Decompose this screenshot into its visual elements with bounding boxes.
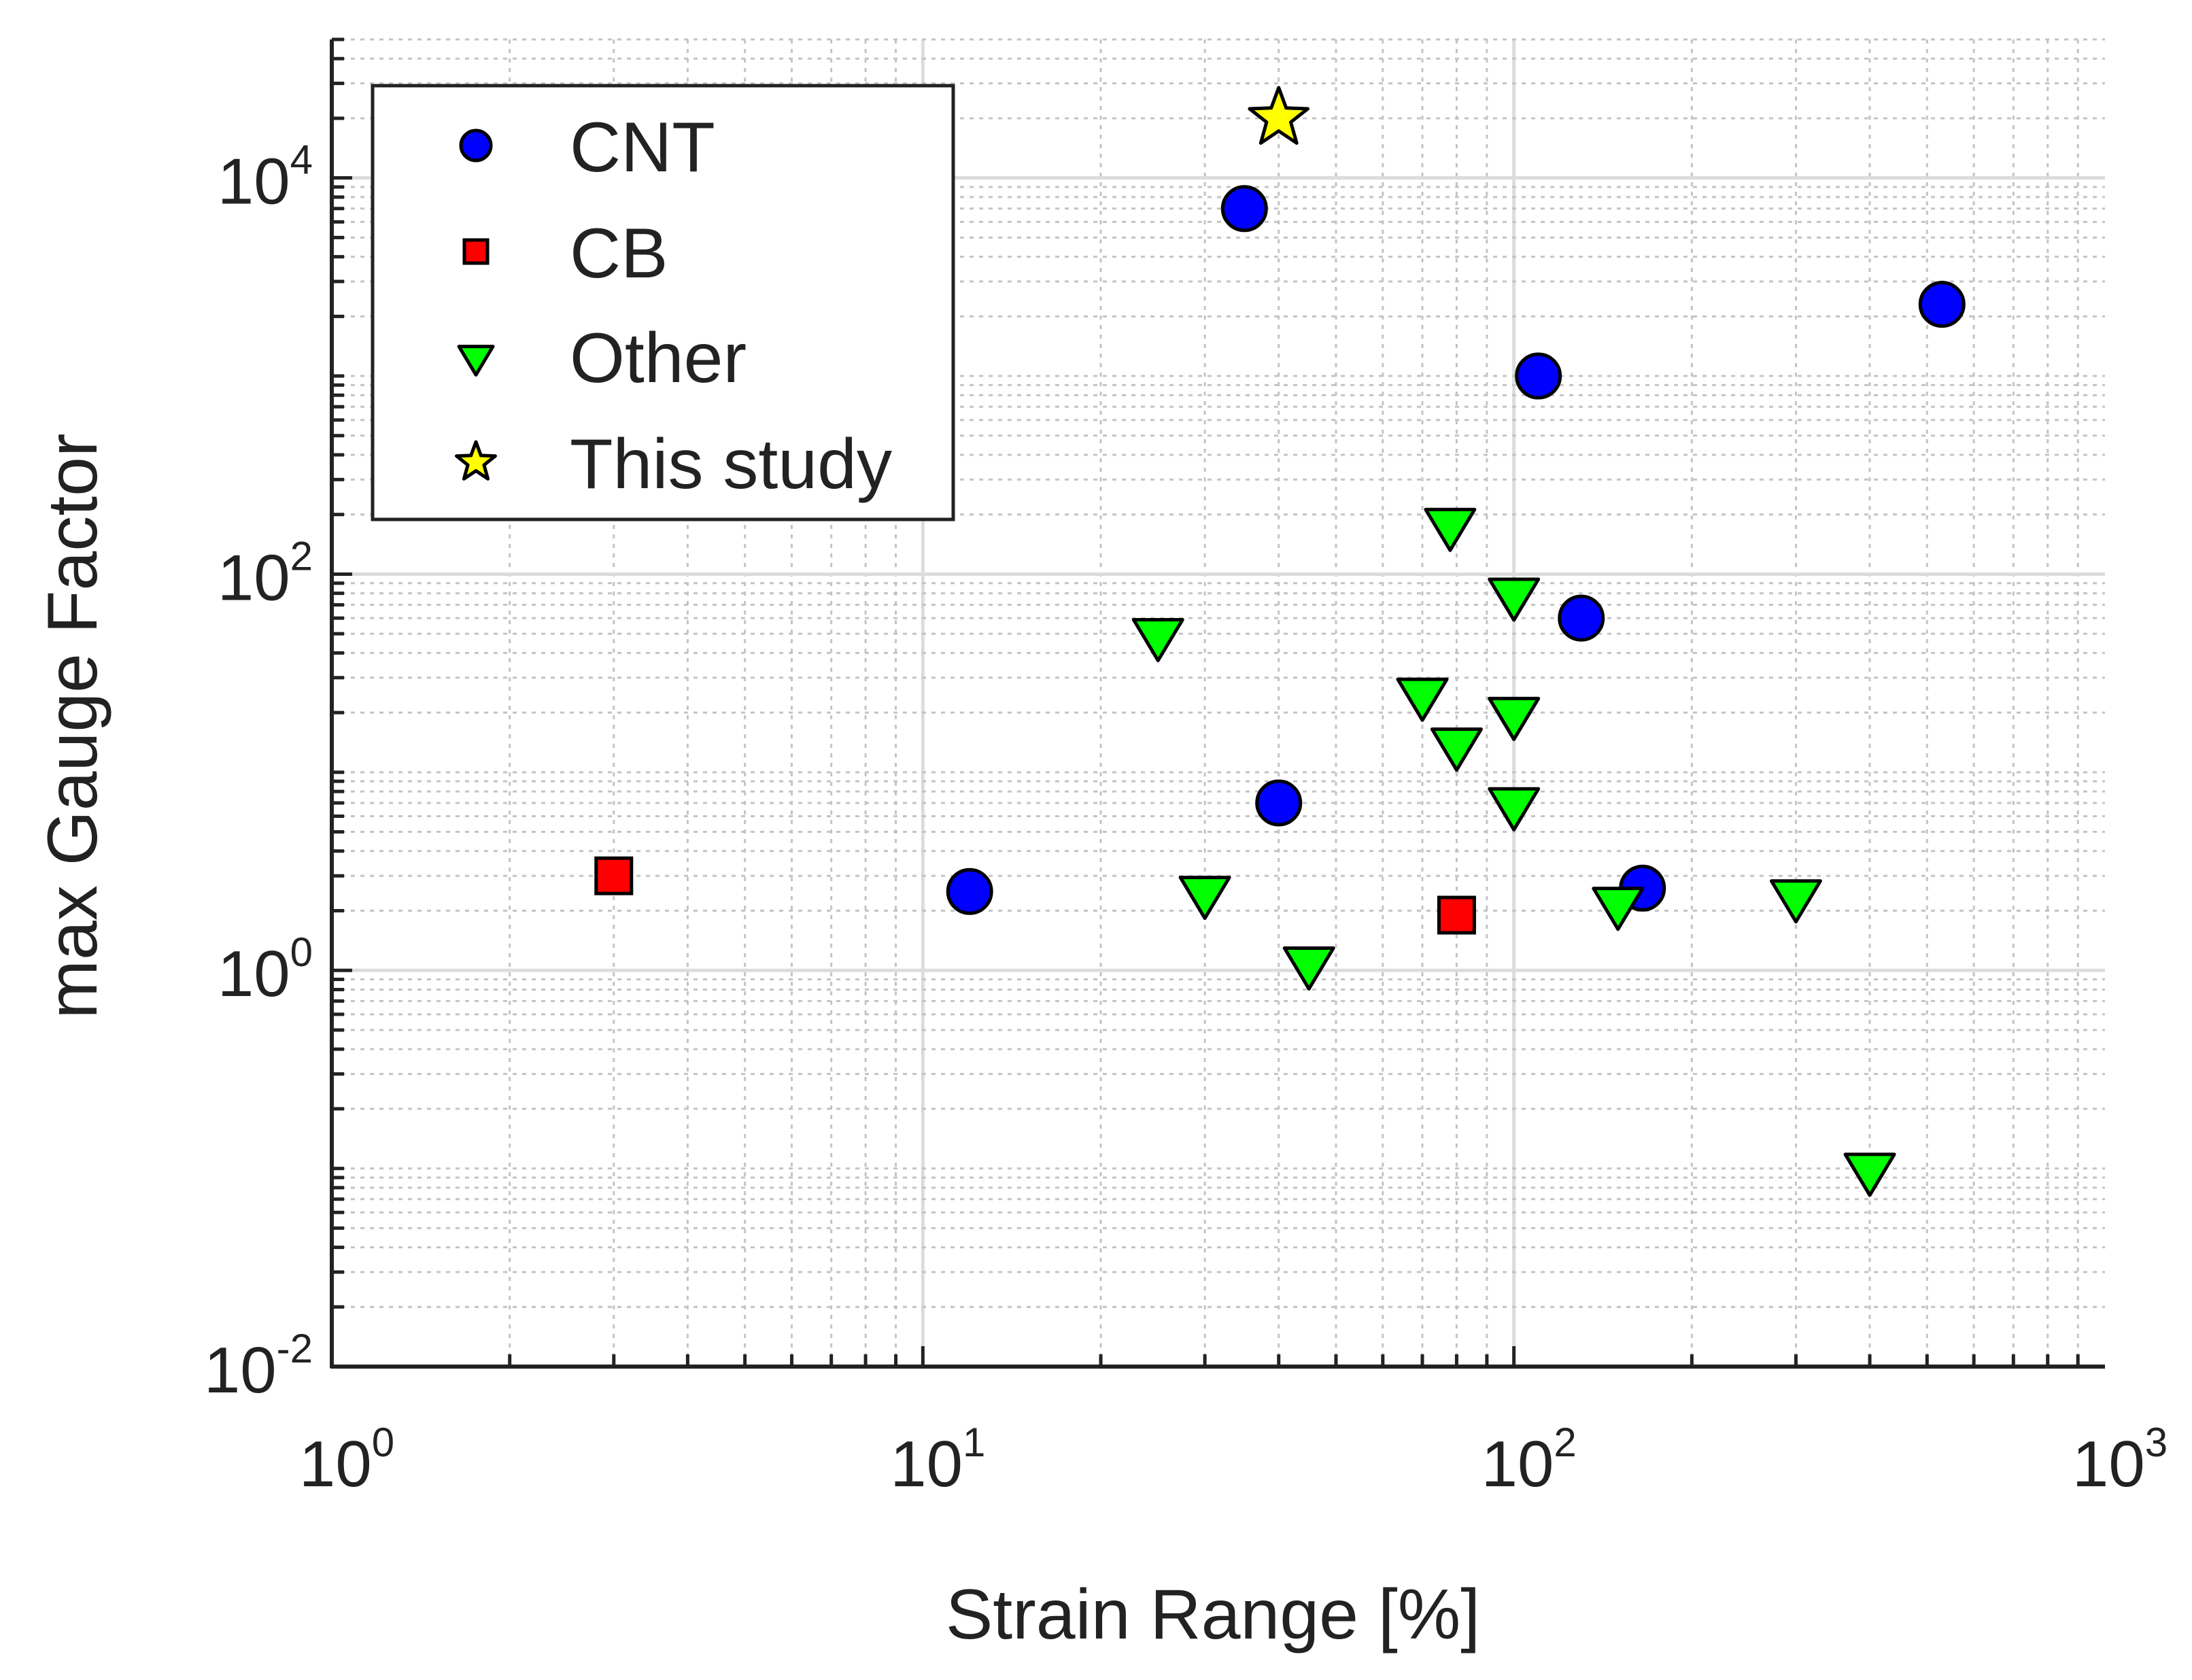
cnt-point bbox=[1255, 779, 1303, 827]
other-point bbox=[1282, 946, 1335, 991]
legend-marker-this-study bbox=[455, 440, 497, 481]
legend: CNT CB Other This study bbox=[371, 84, 955, 521]
cnt-point bbox=[946, 868, 993, 915]
cb-point bbox=[1437, 895, 1476, 935]
tick-exponent: 0 bbox=[372, 1420, 394, 1465]
tick-exponent: 0 bbox=[290, 929, 313, 975]
x-axis-title: Strain Range [%] bbox=[946, 1575, 1480, 1654]
x-tick-label: 102 bbox=[1482, 1420, 1577, 1501]
tick-base: 10 bbox=[218, 938, 290, 1010]
legend-marker-cb bbox=[462, 238, 490, 265]
y-tick-label: 10-2 bbox=[204, 1326, 313, 1407]
legend-marker-other bbox=[457, 345, 495, 377]
x-tick-label: 100 bbox=[299, 1420, 394, 1501]
legend-label-other: Other bbox=[570, 319, 747, 398]
legend-label-this-study: This study bbox=[570, 425, 892, 504]
data-points bbox=[594, 86, 1966, 1197]
y-tick-label: 100 bbox=[218, 929, 313, 1010]
other-point bbox=[1592, 887, 1645, 931]
this-study-point bbox=[1248, 86, 1309, 145]
legend-label-cb: CB bbox=[570, 214, 668, 293]
tick-base: 10 bbox=[204, 1334, 277, 1407]
y-tick-label: 102 bbox=[218, 533, 313, 614]
x-tick-label: 103 bbox=[2072, 1420, 2168, 1501]
cnt-point bbox=[1918, 281, 1966, 328]
other-point bbox=[1488, 696, 1541, 741]
other-point bbox=[1424, 507, 1477, 552]
other-point bbox=[1843, 1152, 1896, 1197]
tick-exponent: 1 bbox=[963, 1420, 985, 1465]
tick-base: 10 bbox=[1482, 1428, 1554, 1501]
axes-layer bbox=[330, 37, 2105, 1369]
tick-exponent: -2 bbox=[277, 1326, 313, 1371]
tick-base: 10 bbox=[218, 541, 290, 614]
y-tick-label: 104 bbox=[218, 137, 313, 218]
tick-exponent: 2 bbox=[1554, 1420, 1576, 1465]
other-point bbox=[1131, 617, 1184, 662]
other-point bbox=[1178, 876, 1231, 921]
cnt-point bbox=[1515, 352, 1562, 400]
y-axis-title: max Gauge Factor bbox=[33, 433, 112, 1018]
other-point bbox=[1396, 677, 1449, 722]
other-point bbox=[1430, 727, 1483, 772]
legend-label-cnt: CNT bbox=[570, 108, 715, 187]
legend-marker-cnt bbox=[459, 128, 493, 162]
tick-base: 10 bbox=[299, 1428, 372, 1501]
tick-base: 10 bbox=[890, 1428, 963, 1501]
cnt-point bbox=[1220, 185, 1268, 233]
other-point bbox=[1488, 787, 1541, 832]
tick-exponent: 2 bbox=[290, 533, 313, 579]
tick-base: 10 bbox=[218, 145, 290, 218]
tick-exponent: 4 bbox=[290, 137, 313, 183]
other-point bbox=[1769, 879, 1822, 924]
tick-base: 10 bbox=[2072, 1428, 2145, 1501]
tick-exponent: 3 bbox=[2145, 1420, 2168, 1465]
x-tick-label: 101 bbox=[890, 1420, 985, 1501]
cb-point bbox=[594, 856, 634, 895]
other-point bbox=[1488, 577, 1541, 622]
cnt-point bbox=[1558, 594, 1605, 642]
